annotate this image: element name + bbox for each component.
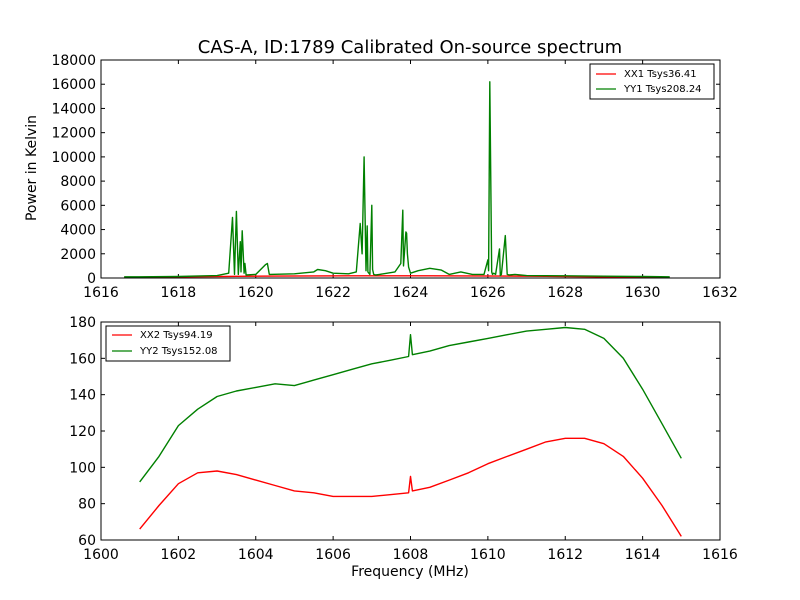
bottom-x-tick-label: 1610 — [470, 547, 506, 563]
top-y-tick-label: 10000 — [51, 150, 96, 166]
top-x-tick-label: 1622 — [315, 285, 351, 301]
bottom-series-line-1 — [139, 437, 682, 537]
top-y-tick-label: 12000 — [51, 126, 96, 142]
bottom-legend-label-2: YY2 Tsys152.08 — [139, 346, 218, 357]
bottom-x-tick-label: 1614 — [625, 547, 661, 563]
bottom-y-tick-label: 140 — [69, 388, 96, 404]
bottom-y-tick-label: 100 — [69, 460, 96, 476]
top-plot-frame — [100, 59, 721, 279]
bottom-x-tick-label: 1602 — [161, 547, 197, 563]
top-legend-box — [589, 63, 715, 100]
top-x-tick-label: 1624 — [393, 285, 429, 301]
bottom-y-tick-label: 160 — [69, 351, 96, 367]
bottom-y-tick-label: 60 — [78, 533, 96, 549]
bottom-legend-label-1: XX2 Tsys94.19 — [140, 330, 213, 341]
top-series-line-2 — [124, 81, 670, 278]
top-series-line-1 — [124, 275, 670, 279]
bottom-panel: Frequency (MHz) 1600 1602 1604 1606 1608 1610… — [69, 315, 738, 580]
top-x-tick-label: 1632 — [702, 285, 738, 301]
top-ticks: 1616 1618 1620 1622 1624 1626 1628 1630 1632 0 200… — [51, 53, 737, 301]
top-y-tick-label: 2000 — [60, 247, 96, 263]
bottom-y-tick-label: 180 — [69, 315, 96, 331]
bottom-plot-series — [139, 326, 682, 537]
top-y-tick-label: 0 — [87, 271, 96, 287]
bottom-legend-box — [105, 325, 231, 362]
bottom-x-tick-label: 1612 — [547, 547, 583, 563]
bottom-x-axis-label: Frequency (MHz) — [351, 564, 469, 580]
bottom-y-tick-label: 80 — [78, 497, 96, 513]
top-y-tick-label: 18000 — [51, 53, 96, 69]
top-x-tick-label: 1620 — [238, 285, 274, 301]
bottom-series-line-2 — [139, 326, 682, 483]
top-legend: XX1 Tsys36.41 YY1 Tsys208.24 — [589, 63, 715, 100]
top-y-tick-label: 6000 — [60, 198, 96, 214]
bottom-x-tick-label: 1608 — [393, 547, 429, 563]
bottom-legend: XX2 Tsys94.19 YY2 Tsys152.08 — [105, 325, 231, 362]
top-x-tick-label: 1630 — [625, 285, 661, 301]
top-legend-label-1: XX1 Tsys36.41 — [624, 69, 697, 80]
top-y-axis-label: Power in Kelvin — [24, 115, 40, 221]
bottom-y-tick-label: 120 — [69, 424, 96, 440]
top-y-tick-label: 14000 — [51, 101, 96, 117]
bottom-ticks: 1600 1602 1604 1606 1608 1610 1612 1614 1616 60 80… — [69, 315, 738, 563]
top-panel: CAS-A, ID:1789 Calibrated On-source spec… — [24, 37, 738, 301]
top-x-tick-label: 1616 — [83, 285, 119, 301]
top-x-tick-label: 1618 — [161, 285, 197, 301]
top-x-tick-label: 1626 — [470, 285, 506, 301]
bottom-x-tick-label: 1600 — [83, 547, 119, 563]
top-y-tick-label: 16000 — [51, 77, 96, 93]
bottom-x-tick-label: 1604 — [238, 547, 274, 563]
top-legend-label-2: YY1 Tsys208.24 — [623, 84, 702, 95]
bottom-x-tick-label: 1606 — [315, 547, 351, 563]
top-chart-title: CAS-A, ID:1789 Calibrated On-source spec… — [198, 37, 622, 58]
top-plot-series — [124, 81, 670, 279]
bottom-plot-frame — [100, 321, 721, 541]
top-x-tick-label: 1628 — [547, 285, 583, 301]
top-y-tick-label: 4000 — [60, 223, 96, 239]
top-y-tick-label: 8000 — [60, 174, 96, 190]
bottom-x-tick-label: 1616 — [702, 547, 738, 563]
